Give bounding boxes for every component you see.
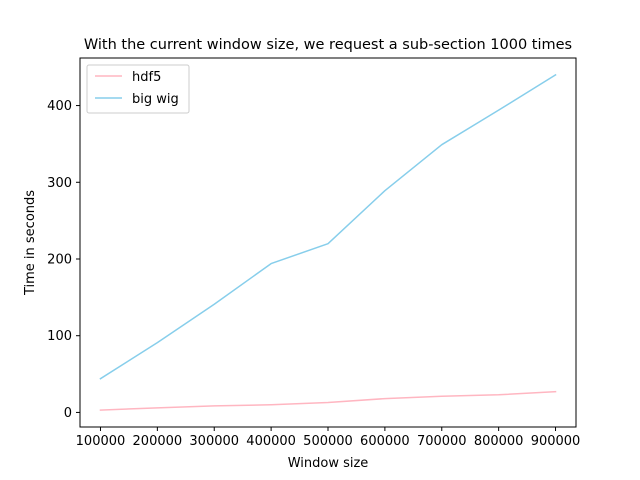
legend-label-big-wig: big wig: [132, 92, 179, 107]
x-tick-label: 500000: [303, 434, 353, 449]
x-tick-label: 400000: [246, 434, 296, 449]
x-tick-label: 800000: [474, 434, 524, 449]
series-line-hdf5: [99, 390, 557, 411]
y-tick-label: 100: [47, 329, 72, 344]
y-axis-label: Time in seconds: [23, 190, 38, 296]
x-tick-label: 100000: [76, 434, 126, 449]
y-tick-label: 300: [47, 176, 72, 191]
x-tick-label: 600000: [360, 434, 410, 449]
x-axis-label: Window size: [288, 456, 369, 471]
x-tick-label: 300000: [189, 434, 239, 449]
series-layer: [99, 73, 557, 411]
legend-frame: [86, 64, 190, 114]
x-tick-label: 900000: [531, 434, 581, 449]
y-tick-label: 400: [47, 99, 72, 114]
x-tick-label: 200000: [133, 434, 183, 449]
legend-label-hdf5: hdf5: [132, 70, 161, 85]
x-tick-label: 700000: [417, 434, 467, 449]
y-tick-label: 0: [64, 406, 72, 421]
x-axis-ticks: 100000 200000 300000 400000 500000 600000 7000…: [76, 427, 581, 449]
chart-title: With the current window size, we request…: [84, 37, 572, 53]
y-axis-ticks: 0 100 200 300 400: [47, 99, 80, 421]
series-line-big-wig: [99, 73, 557, 380]
y-tick-label: 200: [47, 252, 72, 267]
legend: hdf5 big wig: [86, 64, 190, 114]
